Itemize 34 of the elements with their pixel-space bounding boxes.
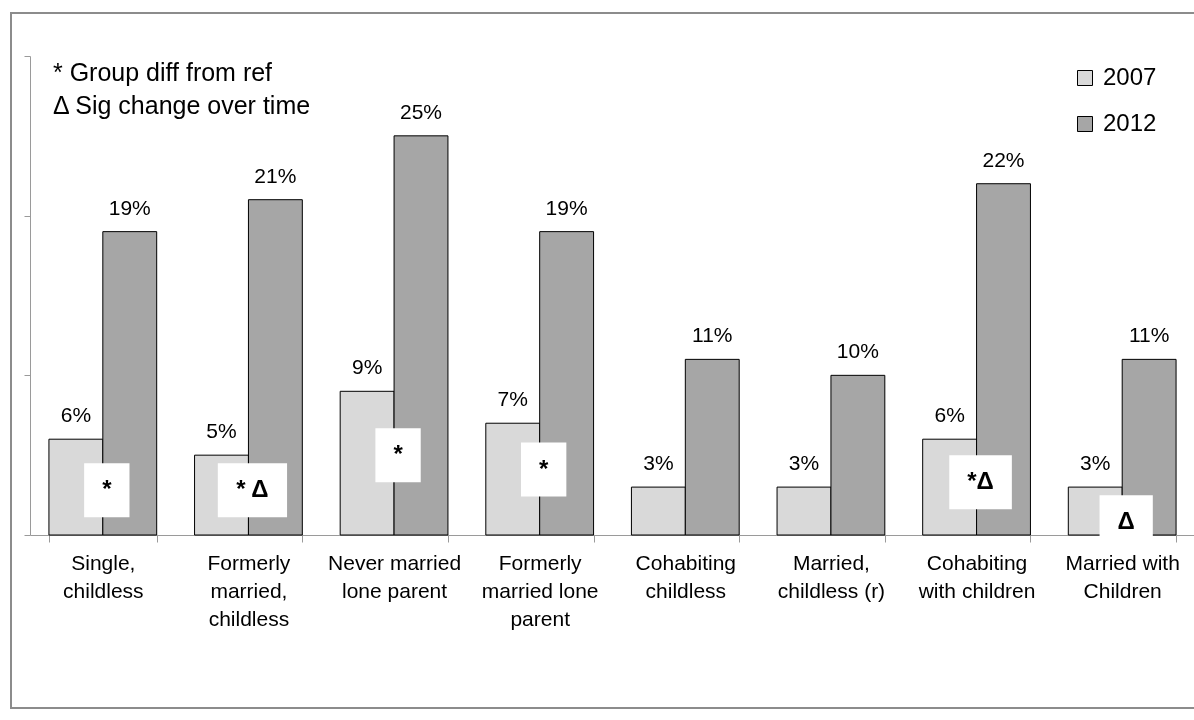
data-label: 3% (788, 451, 820, 475)
annotation: *Δ (967, 467, 994, 495)
data-label: 11% (1128, 323, 1170, 347)
data-label: 25% (399, 99, 443, 123)
data-label: 7% (497, 387, 528, 411)
data-label: 19% (108, 195, 151, 219)
legend-label: 2007 (1103, 63, 1157, 90)
data-label: 19% (545, 195, 588, 219)
annotation: * (393, 440, 404, 468)
annotation: Δ (1117, 507, 1135, 535)
legend-label: 2012 (1103, 109, 1157, 136)
data-label: 5% (206, 419, 237, 443)
data-label: 10% (836, 339, 879, 363)
annotation: * (102, 475, 113, 503)
data-label: 21% (254, 163, 297, 187)
data-label: 22% (982, 147, 1025, 171)
annotation: * Δ (236, 475, 269, 503)
x-tick-label: Formerly married, childless (207, 550, 291, 630)
data-label: 3% (1080, 451, 1111, 475)
data-label: 3% (643, 451, 674, 475)
annotation: * (539, 454, 550, 482)
x-tick-label: Married with Children (1065, 550, 1180, 602)
x-tick-label: Formerly married lone parent (481, 550, 599, 630)
data-label: 6% (60, 403, 92, 427)
x-tick-label: Cohabiting with children (917, 550, 1036, 602)
x-tick-label: Married, childless (r) (777, 550, 886, 602)
annotation: Δ Sig change over time (53, 91, 311, 119)
x-tick-label: Never married lone parent (328, 550, 462, 602)
x-tick-label: Cohabiting childless (635, 550, 737, 602)
annotation: * Group diff from ref (53, 58, 273, 86)
data-label: 9% (351, 355, 383, 379)
x-tick-label: Single, childless (63, 550, 144, 602)
data-label: 11% (692, 323, 733, 347)
data-label: 6% (934, 403, 965, 427)
